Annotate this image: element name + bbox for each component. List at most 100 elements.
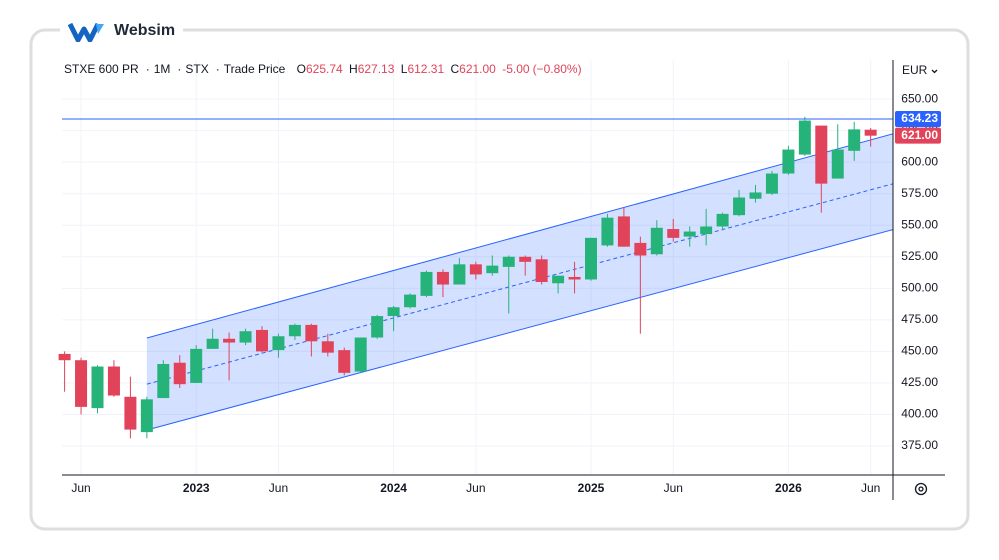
channel-lower [146,229,894,431]
y-tick-label: 525.00 [901,249,938,263]
separator: · [215,62,220,76]
candle-body [782,149,795,174]
candle-body [453,264,466,285]
low-label: L [400,62,408,76]
y-tick-label: 425.00 [901,375,938,389]
separator: · [177,62,182,76]
price-badge-label: 621.00 [901,128,938,142]
candle-body [502,256,515,267]
candle-body [91,366,104,409]
candle-body [749,192,762,199]
high-label: H [349,62,358,76]
x-tick-label: Jun [664,481,683,495]
price-badge [895,110,941,127]
close-label: C [450,62,460,76]
settings-icon[interactable] [914,482,928,496]
y-tick-label: 500.00 [901,280,938,294]
candle-body [716,213,729,227]
y-tick-label: 650.00 [901,91,938,105]
currency[interactable]: EUR [902,63,928,77]
channel-fill [146,133,894,430]
candle-body [58,353,71,361]
frame [29,28,970,531]
candle-body [305,324,318,342]
candle-body [107,366,120,396]
x-tick-label: 2026 [775,481,802,495]
y-tick-label: 375.00 [901,438,938,452]
candle-body [634,242,647,256]
x-tick-label: 2023 [183,481,210,495]
channel-upper [146,133,894,339]
brand: Websim [114,22,176,39]
candle-body [124,396,137,430]
candle-body [864,129,877,136]
price-badge-label: 634.23 [901,111,938,125]
candle-body [272,336,285,351]
open-value: 625.74 [305,62,343,76]
symbol: STXE 600 PR [64,62,139,76]
candle-body [798,120,811,155]
candle-body [469,264,482,275]
logo-icon [68,22,104,42]
y-tick-label: 475.00 [901,312,938,326]
candle-body [815,125,828,184]
candle-body [683,231,696,237]
x-tick-label: Jun [466,481,485,495]
candle-body [535,259,548,283]
candle-body [601,217,614,246]
high-value: 627.13 [357,62,395,76]
candle-body [321,341,334,353]
low-value: 612.31 [407,62,445,76]
candle-body [765,173,778,194]
candle-body [650,227,663,255]
candle-body [404,294,417,308]
candle-body [75,360,88,407]
open-label: O [296,62,306,76]
candle-body [519,256,532,262]
separator: · [145,62,150,76]
candle-body [371,316,384,338]
candle-body [568,276,581,280]
candle-body [256,329,268,352]
x-tick-label: Jun [861,481,880,495]
y-tick-label: 450.00 [901,344,938,358]
change-pct: (−0.80%) [532,62,582,76]
x-tick-label: 2024 [380,481,407,495]
price-badge [895,127,941,144]
candle-body [206,338,219,349]
close-value: 621.00 [459,62,496,76]
channel-middle [146,183,894,385]
y-tick-label: 600.00 [901,154,938,168]
logo: Websim [60,18,184,44]
candle-body [140,399,153,433]
y-tick-label: 575.00 [901,186,938,200]
candle-body [387,307,400,317]
candle-body [486,265,499,274]
candle-body [239,331,252,343]
exchange: STX [185,62,209,76]
legend-header: STXE 600 PR · 1M · STX · Trade Price O625.74 H… [64,62,585,76]
x-tick-label: Jun [269,481,288,495]
y-tick-label: 550.00 [901,217,938,231]
y-tick-label: 400.00 [901,407,938,421]
candle-body [223,338,236,343]
x-tick-label: Jun [71,481,90,495]
candle-body [288,324,301,337]
candle-body [617,216,630,247]
candle-body [831,149,844,179]
candle-body [420,271,433,296]
candle-body [700,226,713,235]
price-type: Trade Price [223,62,286,76]
currency-chevron[interactable] [931,69,938,74]
candle-body [585,237,597,280]
candle-body [667,229,680,238]
candle-body [848,129,861,151]
candle-body [552,275,565,284]
plot-area [58,60,894,475]
change: -5.00 [502,62,530,76]
candle-body [190,348,203,383]
interval: 1M [153,62,171,76]
candle-body [733,197,746,216]
